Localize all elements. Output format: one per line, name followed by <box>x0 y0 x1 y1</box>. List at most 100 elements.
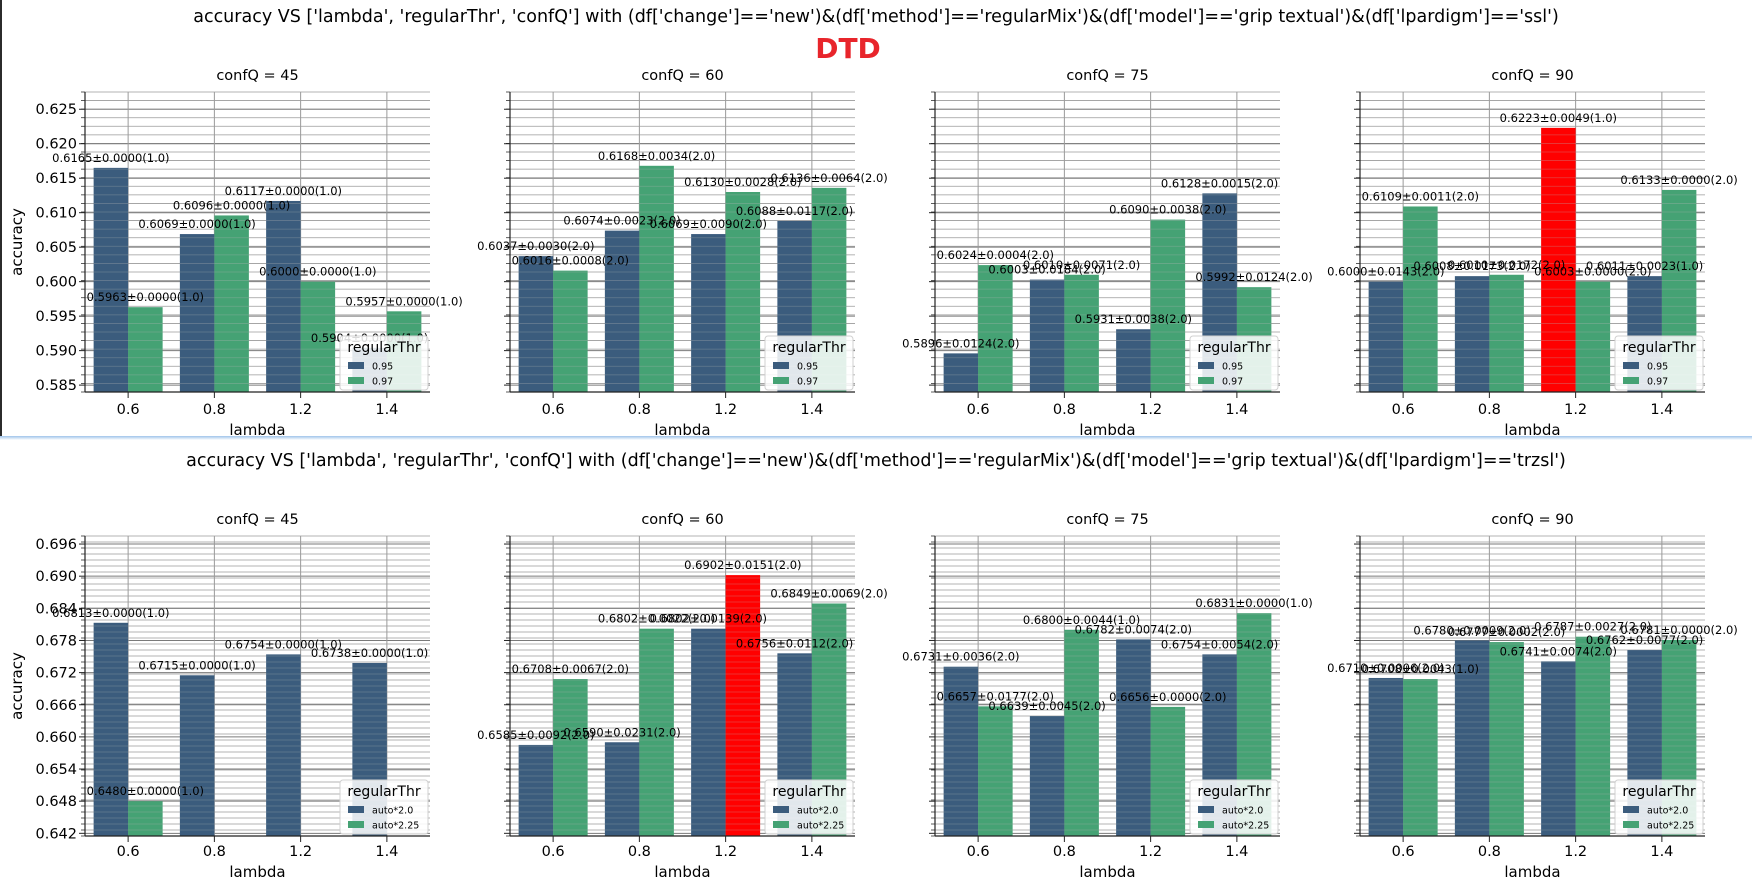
legend-title: regularThr <box>347 784 420 800</box>
bar-value-label-0-2: 0.6069±0.0090(2.0) <box>650 217 767 231</box>
bar-0-1 <box>1454 640 1490 836</box>
x-tick-label: 0.6 <box>1392 844 1415 860</box>
legend-swatch-1 <box>1198 821 1214 828</box>
window-left-border <box>0 0 2 438</box>
bar-0-2 <box>266 654 301 836</box>
bar-value-label-0-1: 0.6780±0.0009(2.0) <box>1413 623 1530 637</box>
legend-box <box>764 335 854 391</box>
bar-1-0 <box>553 679 588 836</box>
x-tick-label: 0.8 <box>628 844 651 860</box>
legend-swatch-0 <box>348 806 364 813</box>
x-axis-label: lambda <box>1079 863 1135 881</box>
legend-label-0: auto*2.0 <box>372 806 413 817</box>
bar-value-label-0-1: 0.6069±0.0000(1.0) <box>138 217 255 231</box>
y-tick-label: 0.595 <box>35 309 77 325</box>
y-tick-label: 0.585 <box>35 378 77 394</box>
bar-0-1 <box>1454 276 1490 392</box>
bar-value-label-0-3: 0.6754±0.0054(2.0) <box>1161 637 1278 651</box>
y-tick-label: 0.660 <box>35 730 77 746</box>
bar-value-label-1-3: 0.6133±0.0000(2.0) <box>1620 173 1737 187</box>
bar-1-1 <box>1064 274 1099 392</box>
bar-value-label-0-2: 0.6117±0.0000(1.0) <box>225 184 342 198</box>
legend-box <box>1614 779 1704 835</box>
bar-0-0 <box>943 666 979 836</box>
legend-swatch-0 <box>348 362 364 369</box>
legend: regularThr auto*2.0 auto*2.25 <box>764 779 854 835</box>
bar-value-label-1-1: 0.6010±0.0172(2.0) <box>1448 258 1565 272</box>
chart-panel-1-2: confQ = 75 0.6731±0.0036(2.0) 0.6639±0.004… <box>902 512 1313 881</box>
bar-value-label-1-1: 0.6010±0.0071(2.0) <box>1023 258 1140 272</box>
bar-0-2 <box>1116 329 1151 392</box>
x-axis-label: lambda <box>1504 421 1560 439</box>
bar-0-1 <box>604 230 640 392</box>
bar-value-label-0-3: 0.6011±0.0023(1.0) <box>1586 259 1703 273</box>
bar-0-2 <box>1116 639 1151 836</box>
y-tick-label: 0.654 <box>35 762 77 778</box>
bar-1-2 <box>725 192 761 392</box>
panel-title: confQ = 60 <box>641 68 723 84</box>
legend-box <box>764 779 854 835</box>
legend-swatch-0 <box>1623 806 1639 813</box>
bar-1-1 <box>639 628 674 836</box>
bar-0-0 <box>1368 677 1404 836</box>
legend-swatch-1 <box>348 377 364 384</box>
y-tick-label: 0.605 <box>35 240 77 256</box>
figure-title-trzsl: accuracy VS ['lambda', 'regularThr', 'co… <box>186 451 1566 471</box>
bar-value-label-1-2: 0.6902±0.0151(2.0) <box>684 558 801 572</box>
bar-value-label-0-1: 0.6074±0.0023(2.0) <box>563 214 680 228</box>
y-tick-label: 0.684 <box>35 601 77 617</box>
legend-label-1: 0.97 <box>372 377 393 388</box>
legend-swatch-0 <box>773 806 789 813</box>
bar-1-2 <box>1150 706 1186 836</box>
bar-value-label-1-2: 0.6090±0.0038(2.0) <box>1109 203 1226 217</box>
bar-value-label-0-1: 0.6715±0.0000(1.0) <box>138 658 255 672</box>
panel-title: confQ = 45 <box>216 68 298 84</box>
x-tick-label: 1.2 <box>714 844 737 860</box>
legend-label-0: 0.95 <box>1647 362 1668 373</box>
bar-0-2 <box>691 234 726 392</box>
chart-panel-1-1: confQ = 60 0.6585±0.0092(2.0)0.6590±0.023… <box>477 512 888 881</box>
bar-value-label-0-3: 0.6762±0.0077(2.0) <box>1586 633 1703 647</box>
legend: regularThr 0.95 0.97 <box>1614 335 1704 391</box>
bar-1-0 <box>1403 206 1438 392</box>
legend-swatch-1 <box>773 821 789 828</box>
x-tick-label: 1.2 <box>1564 402 1587 418</box>
legend-label-0: auto*2.0 <box>797 806 838 817</box>
bar-1-0 <box>128 307 163 392</box>
y-tick-label: 0.678 <box>35 633 77 649</box>
legend-label-0: 0.95 <box>372 362 393 373</box>
legend-box <box>339 335 429 391</box>
bar-1-2 <box>725 575 761 836</box>
x-tick-label: 0.6 <box>1392 402 1415 418</box>
bar-0-1 <box>179 675 215 836</box>
bar-1-1 <box>1064 629 1099 836</box>
bar-1-0 <box>978 265 1013 392</box>
bar-1-2 <box>1575 281 1611 392</box>
bar-0-0 <box>1368 281 1404 392</box>
x-tick-label: 0.6 <box>542 844 565 860</box>
x-tick-label: 1.2 <box>1139 844 1162 860</box>
legend-label-1: auto*2.25 <box>372 821 419 832</box>
bar-value-label-1-2: 0.6787±0.0027(2.0) <box>1534 620 1651 634</box>
bar-0-0 <box>93 622 129 836</box>
bar-value-label-0-0: 0.6000±0.0143(2.0) <box>1327 265 1444 279</box>
bar-value-label-0-0: 0.6813±0.0000(1.0) <box>52 606 169 620</box>
chart-panel-1-0: confQ = 45 0.642 0.648 0.654 0.660 0.666 0.672… <box>35 512 430 881</box>
bar-value-label-1-2: 0.6656±0.0000(2.0) <box>1109 690 1226 704</box>
x-tick-label: 1.4 <box>1650 844 1673 860</box>
y-tick-label: 0.690 <box>35 569 77 585</box>
x-tick-label: 0.8 <box>203 402 226 418</box>
bar-value-label-1-3: 0.6849±0.0069(2.0) <box>770 587 887 601</box>
legend-swatch-1 <box>773 377 789 384</box>
bar-value-label-0-2: 0.6223±0.0049(1.0) <box>1500 111 1617 125</box>
panel-title: confQ = 60 <box>641 512 723 528</box>
legend: regularThr 0.95 0.97 <box>764 335 854 391</box>
y-tick-label: 0.615 <box>35 171 77 187</box>
bar-value-label-1-0: 0.6708±0.0067(2.0) <box>512 662 629 676</box>
y-tick-label: 0.620 <box>35 137 77 153</box>
bar-0-0 <box>518 744 554 836</box>
x-tick-label: 1.2 <box>1139 402 1162 418</box>
y-tick-label: 0.610 <box>35 206 77 222</box>
legend-swatch-1 <box>1623 377 1639 384</box>
